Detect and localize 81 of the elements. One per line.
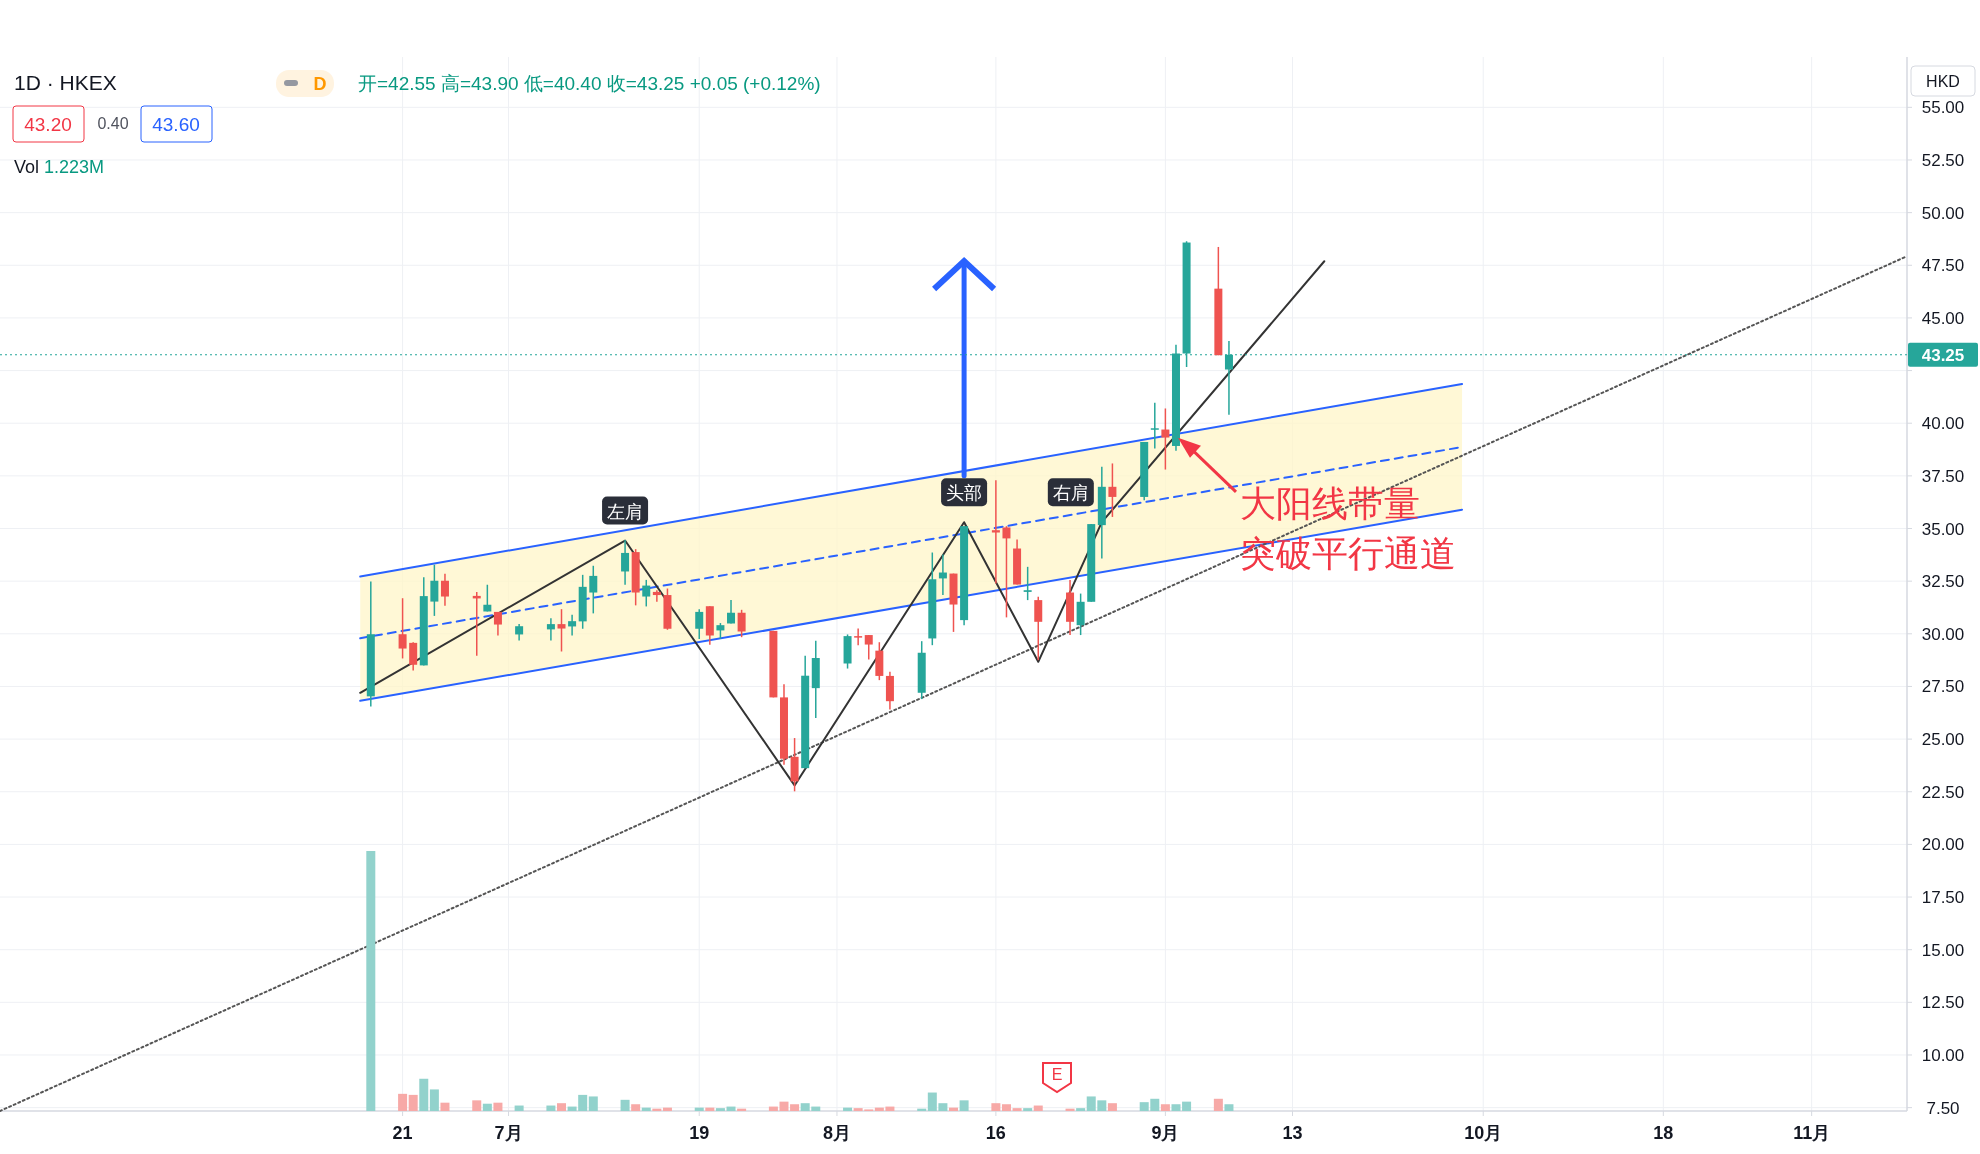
bar: [1023, 1108, 1033, 1111]
text: 开=42.55 高=43.90 低=40.40 收=43.25 +0.05 (+0.12%): [358, 73, 821, 94]
bar: [588, 1096, 598, 1111]
y-tick-label: 50.00: [1921, 203, 1965, 223]
bar: [366, 851, 376, 1111]
text: HKD: [1926, 73, 1960, 90]
bar: [620, 1099, 630, 1111]
bar: [419, 1078, 429, 1111]
bar: [843, 1107, 853, 1111]
bar: [440, 1102, 450, 1111]
bar: [1160, 1104, 1170, 1111]
x-tick-label: 10月: [1464, 1123, 1503, 1143]
bar: [408, 1094, 418, 1111]
annotation: 头部: [946, 483, 983, 504]
y-tick-label: 22.50: [1921, 782, 1965, 802]
bar: [694, 1107, 704, 1111]
x-tick-label: 11月: [1793, 1123, 1831, 1143]
bar: [1012, 1108, 1022, 1111]
bar: [726, 1106, 736, 1111]
bar: [493, 1102, 503, 1111]
annotation: Vol 1.223M: [14, 157, 105, 177]
bar: [1107, 1103, 1117, 1111]
bar: [1001, 1104, 1011, 1111]
x-tick-label: 7月: [494, 1123, 523, 1143]
annotation: 大阳线带量: [1239, 482, 1420, 524]
annotation: E: [1051, 1066, 1063, 1083]
y-tick-label: 40.00: [1921, 414, 1965, 434]
bar: [631, 1104, 641, 1111]
y-tick-label: 17.50: [1921, 888, 1965, 908]
annotation: 左肩: [607, 501, 644, 522]
annotation: 43.20: [24, 114, 72, 135]
bar: [1213, 1098, 1223, 1111]
bar: [557, 1103, 567, 1111]
y-tick-label: 25.00: [1921, 730, 1965, 750]
y-tick-label: 35.00: [1921, 519, 1965, 539]
x-tick-label: 8月: [822, 1123, 851, 1143]
bar: [991, 1103, 1001, 1111]
y-tick-label: 27.50: [1921, 677, 1965, 697]
annotation: D: [313, 74, 327, 94]
annotation: 43.60: [152, 114, 200, 135]
bar: [715, 1108, 725, 1111]
bar: [790, 1104, 800, 1111]
x-tick-label: 13: [1282, 1123, 1303, 1143]
x-tick-label: 9月: [1151, 1123, 1180, 1143]
annotation: 0.40: [97, 115, 129, 132]
bar: [398, 1093, 408, 1111]
bar: [1076, 1108, 1086, 1111]
x-tick-label: 21: [392, 1123, 413, 1143]
bar: [472, 1100, 482, 1111]
y-tick-label: 52.50: [1921, 150, 1965, 170]
bar: [546, 1105, 556, 1111]
bar: [482, 1103, 492, 1111]
bar: [514, 1105, 524, 1111]
y-tick-label: 47.50: [1921, 256, 1965, 276]
y-tick-label: 55.00: [1921, 98, 1965, 118]
bar: [949, 1107, 958, 1111]
y-tick-label: 15.00: [1921, 940, 1965, 960]
y-tick-label: 7.50: [1926, 1098, 1960, 1118]
x-tick-label: 18: [1653, 1123, 1674, 1143]
bar: [429, 1089, 439, 1111]
y-tick-label: 32.50: [1921, 572, 1965, 592]
y-tick-label: 37.50: [1921, 466, 1965, 486]
text: 1D · HKEX: [14, 71, 117, 94]
annotation: 右肩: [1052, 483, 1089, 504]
y-tick-label: 10.00: [1921, 1045, 1965, 1065]
x-tick-label: 19: [689, 1123, 710, 1143]
y-tick-label: 45.00: [1921, 308, 1965, 328]
bar: [1171, 1104, 1181, 1111]
y-tick-label: 30.00: [1921, 624, 1965, 644]
bar: [1182, 1101, 1192, 1111]
bar: [959, 1100, 969, 1111]
ref-line-label: 43.25: [1921, 345, 1965, 365]
bar: [1033, 1105, 1043, 1111]
annotation: 突破平行通道: [1239, 532, 1456, 574]
bar: [705, 1107, 715, 1111]
y-tick-label: 12.50: [1921, 993, 1965, 1013]
y-tick-label: 20.00: [1921, 835, 1965, 855]
x-tick-label: 16: [985, 1123, 1006, 1143]
bar: [1224, 1104, 1234, 1111]
bar: [662, 1107, 672, 1111]
bar: [641, 1107, 651, 1111]
